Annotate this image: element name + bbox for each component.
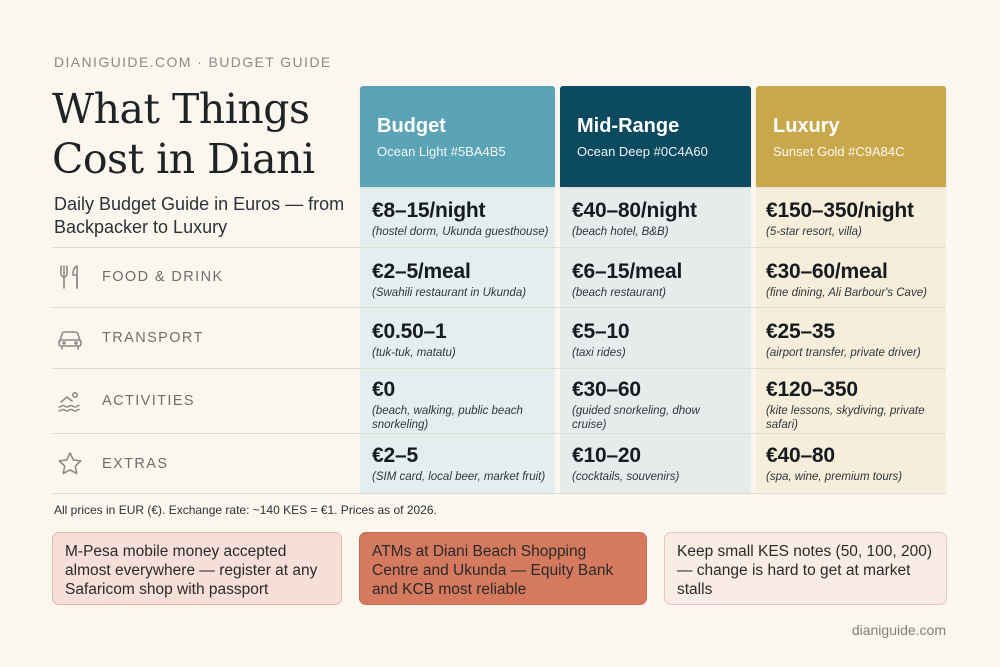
site-url: dianiguide.com xyxy=(851,622,946,638)
cell-luxury-transport: €25–35 (airport transfer, private driver… xyxy=(766,319,944,360)
column-name: Mid-Range xyxy=(577,115,680,137)
cell-price: €8–15/night xyxy=(372,199,486,222)
row-divider xyxy=(52,247,946,248)
cell-description: (5-star resort, villa) xyxy=(766,226,862,238)
star-icon xyxy=(58,452,82,475)
column-header-budget: Budget Ocean Light #5BA4B5 xyxy=(360,86,555,187)
row-label-food-drink: FOOD & DRINK xyxy=(56,263,224,291)
cell-midrange-activities: €30–60 (guided snorkeling, dhow cruise) xyxy=(572,377,732,432)
cell-budget-transport: €0.50–1 (tuk-tuk, matatu) xyxy=(372,319,552,360)
footnote: All prices in EUR (€). Exchange rate: ~1… xyxy=(54,503,437,517)
cell-price: €2–5/meal xyxy=(372,260,471,283)
car-icon xyxy=(58,331,82,350)
cell-midrange-food: €6–15/meal (beach restaurant) xyxy=(572,259,748,300)
row-label-text: FOOD & DRINK xyxy=(102,269,224,285)
cell-description: (airport transfer, private driver) xyxy=(766,347,921,359)
row-label-transport: TRANSPORT xyxy=(56,324,204,352)
tip-text: ATMs at Diani Beach Shopping Centre and … xyxy=(372,543,614,598)
row-label-extras: EXTRAS xyxy=(56,450,168,478)
cell-description: (beach, walking, public beach snorkeling… xyxy=(372,405,523,431)
column-header-midrange: Mid-Range Ocean Deep #0C4A60 xyxy=(560,86,751,187)
cell-description: (taxi rides) xyxy=(572,347,626,359)
cell-price: €0 xyxy=(372,378,395,401)
cell-price: €30–60/meal xyxy=(766,260,888,283)
cell-budget-food: €2–5/meal (Swahili restaurant in Ukunda) xyxy=(372,259,552,300)
row-divider xyxy=(52,307,946,308)
brand-label: DIANIGUIDE.COM · BUDGET GUIDE xyxy=(54,54,332,70)
tip-card-mpesa: M-Pesa mobile money accepted almost ever… xyxy=(52,532,342,605)
cell-budget-extras: €2–5 (SIM card, local beer, market fruit… xyxy=(372,443,554,484)
cell-description: (SIM card, local beer, market fruit) xyxy=(372,471,546,483)
cell-description: (Swahili restaurant in Ukunda) xyxy=(372,287,527,299)
swimmer-icon xyxy=(58,392,80,412)
cell-description: (guided snorkeling, dhow cruise) xyxy=(572,405,700,431)
column-color-hex: Ocean Deep #0C4A60 xyxy=(577,144,708,159)
cell-price: €40–80 xyxy=(766,444,835,467)
page-subtitle: Daily Budget Guide in Euros — from Backp… xyxy=(54,194,345,237)
cell-midrange-extras: €10–20 (cocktails, souvenirs) xyxy=(572,443,748,484)
cell-budget-accommodation: €8–15/night (hostel dorm, Ukunda guestho… xyxy=(372,198,552,239)
cell-description: (tuk-tuk, matatu) xyxy=(372,347,456,359)
row-label-text: ACTIVITIES xyxy=(102,393,195,409)
row-label-text: TRANSPORT xyxy=(102,330,204,346)
cell-price: €5–10 xyxy=(572,320,630,343)
cell-description: (beach hotel, B&B) xyxy=(572,226,669,238)
cell-luxury-extras: €40–80 (spa, wine, premium tours) xyxy=(766,443,944,484)
tip-card-atms: ATMs at Diani Beach Shopping Centre and … xyxy=(359,532,647,605)
cell-description: (fine dining, Ali Barbour's Cave) xyxy=(766,287,927,299)
cell-price: €2–5 xyxy=(372,444,418,467)
cell-budget-activities: €0 (beach, walking, public beach snorkel… xyxy=(372,377,550,432)
cell-description: (beach restaurant) xyxy=(572,287,666,299)
cell-price: €6–15/meal xyxy=(572,260,683,283)
cell-price: €120–350 xyxy=(766,378,858,401)
column-name: Luxury xyxy=(773,115,840,137)
row-divider xyxy=(52,493,946,494)
budget-column-tint xyxy=(360,187,555,493)
cell-price: €0.50–1 xyxy=(372,320,447,343)
cell-price: €10–20 xyxy=(572,444,641,467)
cell-description: (cocktails, souvenirs) xyxy=(572,471,680,483)
cell-price: €30–60 xyxy=(572,378,641,401)
cell-luxury-activities: €120–350 (kite lessons, skydiving, priva… xyxy=(766,377,936,432)
cell-midrange-transport: €5–10 (taxi rides) xyxy=(572,319,748,360)
row-label-activities: ACTIVITIES xyxy=(56,387,195,415)
cell-luxury-accommodation: €150–350/night (5-star resort, villa) xyxy=(766,198,944,239)
row-label-text: EXTRAS xyxy=(102,456,169,472)
cell-price: €25–35 xyxy=(766,320,835,343)
row-divider xyxy=(52,433,946,434)
luxury-column-tint xyxy=(756,187,946,493)
cell-price: €150–350/night xyxy=(766,199,914,222)
cell-description: (hostel dorm, Ukunda guesthouse) xyxy=(372,226,549,238)
fork-knife-icon xyxy=(60,265,78,289)
cell-description: (spa, wine, premium tours) xyxy=(766,471,903,483)
column-color-hex: Ocean Light #5BA4B5 xyxy=(377,144,506,159)
cell-midrange-accommodation: €40–80/night (beach hotel, B&B) xyxy=(572,198,748,239)
midrange-column-tint xyxy=(560,187,751,493)
column-name: Budget xyxy=(377,115,446,137)
tip-card-small-notes: Keep small KES notes (50, 100, 200) — ch… xyxy=(664,532,947,605)
tip-text: Keep small KES notes (50, 100, 200) — ch… xyxy=(677,543,933,598)
row-divider xyxy=(52,368,946,369)
page-title: What Things Cost in Diani xyxy=(52,85,315,183)
column-header-luxury: Luxury Sunset Gold #C9A84C xyxy=(756,86,946,187)
tip-text: M-Pesa mobile money accepted almost ever… xyxy=(65,543,318,598)
cell-description: (kite lessons, skydiving, private safari… xyxy=(766,405,925,431)
cell-price: €40–80/night xyxy=(572,199,697,222)
cell-luxury-food: €30–60/meal (fine dining, Ali Barbour's … xyxy=(766,259,944,300)
column-color-hex: Sunset Gold #C9A84C xyxy=(773,144,905,159)
